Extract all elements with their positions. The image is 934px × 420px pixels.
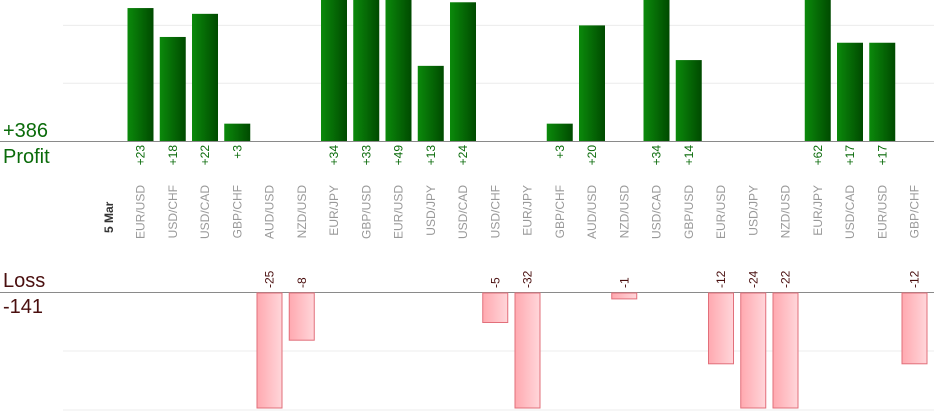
profit-bar [546, 123, 573, 141]
profit-value-label: +33 [359, 145, 373, 166]
loss-bar [611, 292, 638, 300]
loss-value-label: -12 [908, 270, 922, 288]
profit-bar [353, 0, 380, 141]
loss-total: -141 [3, 296, 44, 318]
loss-bar [708, 292, 734, 365]
loss-bar [482, 292, 509, 323]
profit-bar [579, 25, 605, 141]
category-label: AUD/USD [585, 185, 599, 239]
profit-value-label: +13 [424, 145, 438, 166]
category-label: EUR/USD [875, 185, 889, 239]
loss-bar [288, 292, 315, 341]
loss-value-label: -32 [521, 270, 535, 288]
category-label: EUR/USD [134, 185, 148, 239]
category-label: USD/CHF [488, 185, 502, 238]
category-label: NZD/USD [295, 185, 309, 239]
category-label: GBP/USD [359, 185, 373, 239]
category-label: AUD/USD [263, 185, 277, 239]
loss-value-label: -1 [617, 277, 631, 288]
category-label: USD/CHF [166, 185, 180, 238]
profit-bar [417, 65, 444, 141]
profit-value-label: +18 [166, 145, 180, 166]
profit-bar [321, 0, 347, 141]
category-label: NZD/USD [779, 185, 793, 239]
loss-bar [514, 292, 541, 409]
profit-bar [192, 13, 218, 142]
category-label: USD/CAD [198, 185, 212, 239]
category-label: EUR/USD [714, 185, 728, 239]
profit-bar [675, 60, 702, 141]
loss-bar [256, 292, 283, 409]
loss-value-label: -22 [779, 270, 793, 288]
profit-bar [450, 2, 476, 142]
category-labels: EUR/USD USD/CHF USD/CAD GBP/CHF AUD/USD NZD/U… [134, 185, 922, 239]
profit-value-label: +34 [650, 145, 664, 166]
category-label: USD/JPY [424, 185, 438, 236]
loss-value-label: -25 [263, 270, 277, 288]
date-label: 5 Mar [102, 201, 116, 233]
loss-bar [901, 292, 928, 365]
profit-value-label: +24 [456, 145, 470, 166]
category-label: EUR/USD [392, 185, 406, 239]
profit-value-label: +23 [134, 145, 148, 166]
category-label: GBP/USD [682, 185, 696, 239]
profit-bar [159, 36, 186, 141]
bars [127, 0, 928, 409]
profit-value-label: +22 [198, 145, 212, 166]
loss-bar [772, 292, 799, 409]
profit-total: +386 [3, 120, 49, 142]
category-label: EUR/JPY [521, 185, 535, 236]
profit-value-label: +62 [811, 145, 825, 166]
value-labels: +23 +18 +22 +3 -25 -8 +34 +33 +49 +13 +24 -5 -32 +3 +2… [134, 145, 922, 288]
category-label: GBP/CHF [230, 185, 244, 238]
profit-value-label: +3 [553, 145, 567, 159]
profit-bar [127, 8, 154, 142]
profit-value-label: +17 [875, 145, 889, 166]
category-label: EUR/JPY [327, 185, 341, 236]
profit-bar [869, 42, 896, 141]
profit-label: Profit [3, 146, 50, 168]
category-label: USD/CAD [456, 185, 470, 239]
category-label: GBP/CHF [553, 185, 567, 238]
category-label: USD/CAD [843, 185, 857, 239]
profit-bar [224, 123, 251, 141]
loss-value-label: -12 [714, 270, 728, 288]
profit-value-label: +14 [682, 145, 696, 166]
category-label: USD/JPY [746, 185, 760, 236]
profit-value-label: +34 [327, 145, 341, 166]
category-label: EUR/JPY [811, 185, 825, 236]
loss-bar [740, 292, 767, 409]
profit-value-label: +17 [843, 145, 857, 166]
category-label: GBP/CHF [908, 185, 922, 238]
profit-bar [837, 42, 863, 141]
profit-bar [643, 0, 670, 141]
profit-bar [804, 0, 831, 141]
profit-value-label: +49 [392, 145, 406, 166]
category-label: NZD/USD [617, 185, 631, 239]
loss-value-label: -24 [746, 270, 760, 288]
profit-bar [385, 0, 412, 141]
category-label: USD/CAD [650, 185, 664, 239]
loss-value-label: -5 [488, 277, 502, 288]
loss-value-label: -8 [295, 277, 309, 288]
profit-value-label: +3 [230, 145, 244, 159]
profit-value-label: +20 [585, 145, 599, 166]
loss-label: Loss [3, 270, 46, 292]
